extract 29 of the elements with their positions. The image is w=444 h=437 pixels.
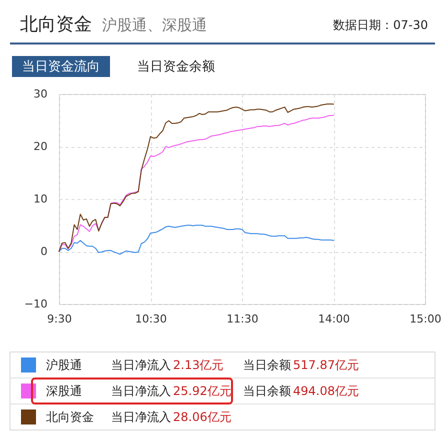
text: 当日资金流向: [22, 58, 100, 74]
text: 当日净流入: [111, 358, 171, 372]
legend-label: 深股通: [46, 384, 82, 398]
text: 25.92亿元: [173, 384, 232, 398]
legend-label: 沪股通: [46, 358, 82, 372]
text: 494.08亿元: [293, 384, 359, 398]
legend-label: 北向资金: [46, 410, 94, 424]
text: 当日余额: [243, 358, 291, 372]
y-tick-label: 10: [34, 192, 48, 206]
x-tick-label: 9:30: [47, 312, 72, 326]
x-tick-label: 15:00: [410, 312, 442, 326]
text: 517.87亿元: [293, 358, 359, 372]
text: 当日资金余额: [137, 60, 215, 74]
text: 28.06亿元: [173, 410, 232, 424]
y-tick-label: 0: [40, 245, 48, 258]
text: 当日净流入: [111, 410, 171, 424]
x-tick-label: 11:30: [226, 312, 258, 326]
chart-title: 北向资金: [20, 14, 92, 35]
x-tick-label: 10:30: [135, 312, 167, 326]
text: 数据日期：07-30: [333, 18, 428, 32]
y-tick-label: 30: [34, 88, 48, 100]
chart-subtitle: 沪股通、深股通: [102, 16, 207, 34]
text: 当日净流入: [111, 384, 171, 398]
text: 2.13亿元: [173, 358, 224, 372]
y-tick-label: −10: [24, 298, 48, 310]
text: 当日余额: [243, 384, 291, 398]
line-series: [58, 224, 334, 255]
x-tick-label: 14:00: [318, 312, 350, 326]
y-tick-label: 20: [34, 140, 48, 153]
